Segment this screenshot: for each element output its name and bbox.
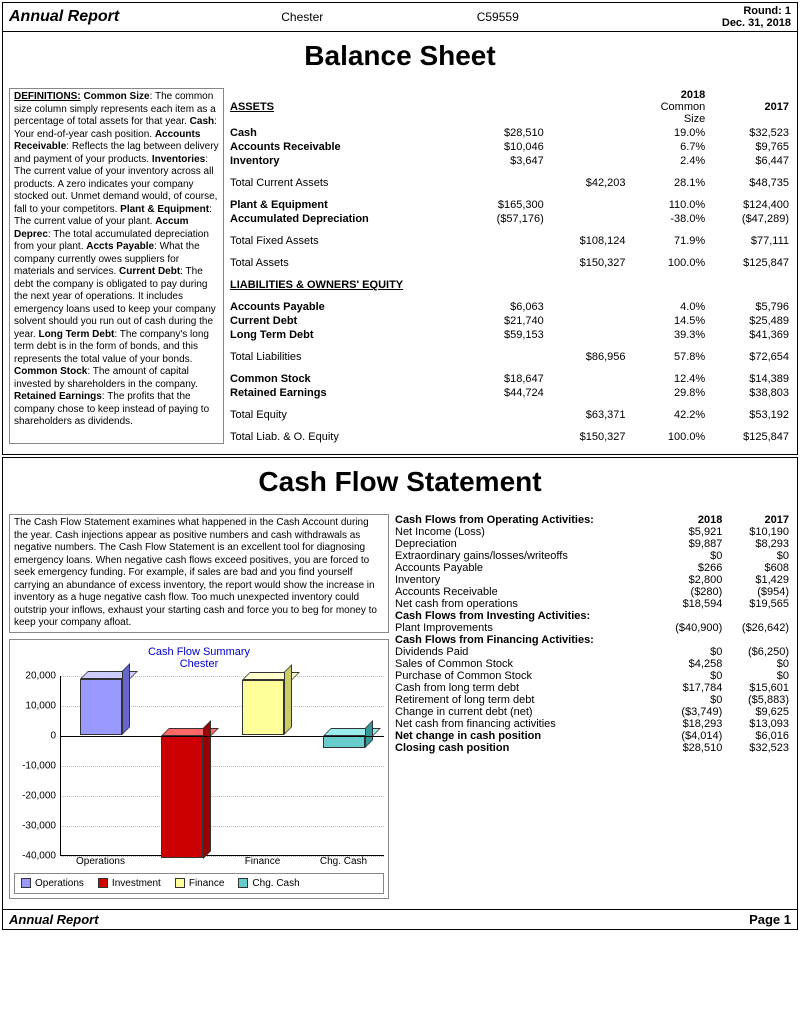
report-page: Annual Report Chester C59559 Round: 1 De… (2, 2, 798, 455)
footer-left: Annual Report (9, 912, 749, 927)
cash-flow-chart: Cash Flow Summary Chester 20,00010,0000-… (9, 639, 389, 899)
chart-bar (323, 736, 365, 748)
date-label: Dec. 31, 2018 (596, 17, 792, 29)
cash-flow-body: The Cash Flow Statement examines what ha… (3, 510, 797, 909)
cash-flow-table-wrap: Cash Flows from Operating Activities:201… (393, 514, 791, 899)
legend-item: Operations (21, 878, 84, 889)
chart-bar (80, 679, 122, 735)
page-footer: Annual Report Page 1 (3, 909, 797, 929)
report-code: C59559 (400, 10, 596, 24)
balance-sheet-title: Balance Sheet (3, 32, 797, 84)
cash-flow-left: The Cash Flow Statement examines what ha… (9, 514, 389, 899)
report-title: Annual Report (9, 8, 205, 26)
chart-title-2: Chester (14, 658, 384, 670)
balance-sheet-table-wrap: ASSETS2018CommonSize2017Cash$28,51019.0%… (228, 88, 791, 444)
chart-title-1: Cash Flow Summary (14, 646, 384, 658)
chart-legend: Operations Investment Finance Chg. Cash (14, 873, 384, 894)
page-header: Annual Report Chester C59559 Round: 1 De… (3, 3, 797, 32)
y-axis: 20,00010,0000-10,000-20,000-30,000-40,00… (14, 676, 60, 856)
chart-title: Cash Flow Summary Chester (14, 646, 384, 670)
definitions-text: Common Size: The common size column simp… (14, 91, 219, 427)
cash-flow-title: Cash Flow Statement (3, 458, 797, 510)
plot-area (60, 676, 384, 856)
cash-flow-page: Cash Flow Statement The Cash Flow Statem… (2, 457, 798, 930)
legend-item: Investment (98, 878, 161, 889)
legend-item: Finance (175, 878, 225, 889)
balance-sheet-body: DEFINITIONS: Common Size: The common siz… (3, 84, 797, 454)
cash-flow-text: The Cash Flow Statement examines what ha… (9, 514, 389, 633)
definitions-header: DEFINITIONS: (14, 91, 81, 102)
footer-right: Page 1 (749, 912, 791, 927)
chart-bar (161, 736, 203, 859)
definitions-box: DEFINITIONS: Common Size: The common siz… (9, 88, 224, 444)
cash-flow-table: Cash Flows from Operating Activities:201… (393, 514, 791, 754)
round-date: Round: 1 Dec. 31, 2018 (596, 5, 792, 29)
legend-item: Chg. Cash (238, 878, 299, 889)
round-label: Round: 1 (596, 5, 792, 17)
balance-sheet-table: ASSETS2018CommonSize2017Cash$28,51019.0%… (228, 88, 791, 444)
chart-bar (242, 680, 284, 735)
company-name: Chester (205, 10, 401, 24)
chart-area: 20,00010,0000-10,000-20,000-30,000-40,00… (14, 676, 384, 856)
